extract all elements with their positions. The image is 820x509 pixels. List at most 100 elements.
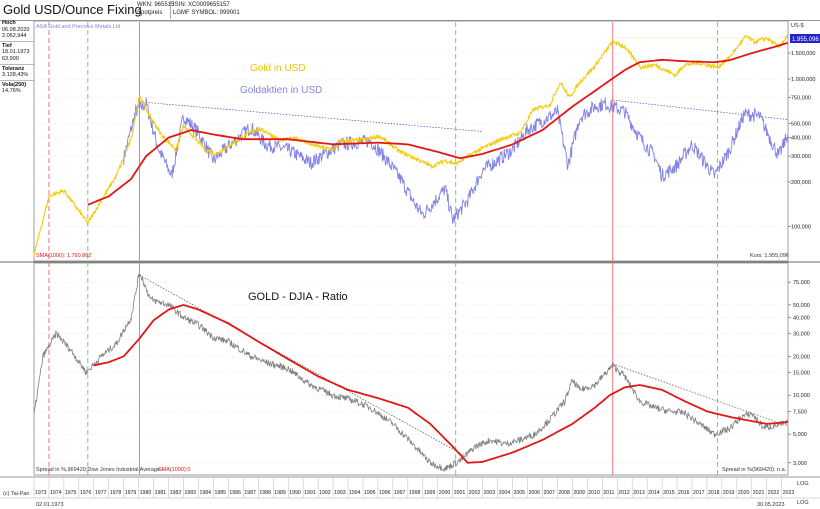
x-tick-label: 1974: [50, 490, 62, 496]
bottom-y-tick-label: 50,000: [793, 303, 810, 309]
top-y-tick-label: 400,000: [791, 136, 811, 142]
x-tick-label: 1999: [424, 490, 436, 496]
x-tick-label: 1984: [199, 490, 211, 496]
x-tick-label: 1994: [349, 490, 361, 496]
log-label-top: LOG: [797, 481, 809, 487]
wkn-block: WKN: 965515 Spotpreis: [137, 1, 174, 17]
x-tick-label: 2008: [558, 490, 570, 496]
x-tick-label: 2007: [543, 490, 555, 496]
x-tick-label: 1990: [289, 490, 301, 496]
top-y-tick-label: 1.500,000: [791, 51, 815, 57]
header-bar: Gold USD/Ounce Fixing WKN: 965515 Spotpr…: [0, 0, 820, 21]
currency-label: US-$: [791, 23, 804, 29]
series-ratio-line: [33, 273, 789, 473]
log-label-bottom: LOG: [797, 500, 809, 506]
x-tick-label: 2003: [484, 490, 496, 496]
x-tick-label: 1983: [185, 490, 197, 496]
x-tick-label: 1992: [319, 490, 331, 496]
top-y-tick-label: 500,000: [791, 121, 811, 127]
bottom-y-tick-label: 75,000: [793, 280, 810, 286]
ratio-trend-line-1: [139, 274, 468, 458]
x-tick-label: 2009: [573, 490, 585, 496]
last-value: 1.955,096: [792, 37, 819, 43]
top-y-tick-label: 1.000,000: [791, 77, 815, 83]
bottom-y-tick-label: 40,000: [793, 315, 810, 321]
x-tick-label: 2018: [708, 490, 720, 496]
x-tick-label: 1986: [229, 490, 241, 496]
lgm-line: LGMF: [173, 10, 190, 16]
isin-line: ISIN: XC0009655157: [173, 2, 230, 8]
x-tick-label: 2016: [678, 490, 690, 496]
tief-date: 18.01.1973: [2, 49, 30, 56]
x-tick-label: 2017: [693, 490, 705, 496]
x-tick-label: 2006: [528, 490, 540, 496]
index-label: ASA Gold and Precious Metals Ltd: [36, 24, 120, 30]
x-tick-label: 1978: [110, 490, 122, 496]
x-tick-label: 1988: [259, 490, 271, 496]
x-tick-label: 2005: [514, 490, 526, 496]
x-tick-label: 1987: [244, 490, 256, 496]
copyright: (c) Tai-Pan: [3, 491, 30, 497]
x-tick-label: 1982: [170, 490, 182, 496]
bottom-y-tick-label: 5,000: [793, 432, 807, 438]
start-date: 02.01.1973: [36, 502, 64, 508]
bottom-y-tick-label: 15,000: [793, 370, 810, 376]
hoch-value: 2.062,944: [2, 33, 27, 40]
kurs-label: Kurs: 1.955,096: [750, 253, 789, 259]
type-line: Spotpreis: [137, 10, 163, 16]
x-tick-label: 2002: [469, 490, 481, 496]
x-tick-label: 2004: [499, 490, 511, 496]
wkn-line: WKN: 965515: [137, 2, 175, 8]
bottom-panel-frame: [33, 262, 789, 476]
x-tick-label: 1976: [80, 490, 92, 496]
bottom-y-tick-label: 30,000: [793, 332, 810, 338]
hoch-date: 06.08.2020: [2, 26, 30, 33]
last-value-box: [790, 34, 820, 43]
x-tick-label: 2001: [454, 490, 466, 496]
x-tick-label: 1980: [140, 490, 152, 496]
x-tick-label: 1997: [394, 490, 406, 496]
series-sma-bottom-line: [93, 303, 788, 464]
bottom-y-tick-label: 3,000: [793, 461, 807, 467]
symbol-line: SYMBOL: 999001: [191, 10, 240, 16]
x-tick-label: 1973: [35, 490, 47, 496]
x-tick-label: 2022: [768, 490, 780, 496]
series-sma-top-line: [87, 41, 788, 206]
x-tick-label: 2011: [603, 490, 614, 496]
bottom-y-tick-label: 20,000: [793, 354, 810, 360]
x-tick-label: 1989: [274, 490, 286, 496]
tief-label: Tief: [2, 42, 12, 49]
sma-label: SMA(1000): 1.760,862: [36, 253, 91, 259]
top-panel-frame: [33, 20, 789, 262]
miners-label: Goldaktien in USD: [240, 85, 322, 96]
x-tick-label: 2000: [439, 490, 451, 496]
spread-right: Spread in %(969420): n.a.: [722, 467, 787, 473]
header-divider: [170, 1, 171, 19]
chart-title: Gold USD/Ounce Fixing: [3, 2, 142, 17]
vola-label: Vola(250): [2, 81, 27, 88]
end-date: 30.05.2023: [757, 502, 785, 508]
tief-value: 63,900: [2, 55, 19, 62]
ratio-trend-line-2: [612, 363, 788, 427]
x-tick-label: 2021: [753, 490, 765, 496]
top-y-tick-label: 750,000: [791, 95, 811, 101]
top-y-tick-label: 100,000: [791, 224, 811, 230]
x-tick-label: 2019: [723, 490, 735, 496]
toleranz-label: Toleranz: [2, 65, 25, 72]
top-y-tick-label: 200,000: [791, 180, 811, 186]
x-tick-label: 1996: [379, 490, 391, 496]
toleranz-value: 3.128,43%: [2, 72, 29, 79]
vola-value: 14,76%: [2, 88, 21, 95]
bottom-y-tick-label: 10,000: [793, 393, 810, 399]
hoch-label: Hoch: [2, 20, 16, 26]
x-tick-label: 2020: [738, 490, 750, 496]
x-tick-label: 2013: [633, 490, 645, 496]
x-tick-label: 2010: [588, 490, 600, 496]
series-gold-line: [33, 34, 789, 256]
x-tick-label: 1998: [409, 490, 421, 496]
isin-block: ISIN: XC0009655157 LGMF SYMBOL: 999001: [173, 1, 240, 17]
x-tick-label: 1979: [125, 490, 137, 496]
x-tick-label: 2023: [783, 490, 795, 496]
x-tick-label: 2015: [663, 490, 675, 496]
